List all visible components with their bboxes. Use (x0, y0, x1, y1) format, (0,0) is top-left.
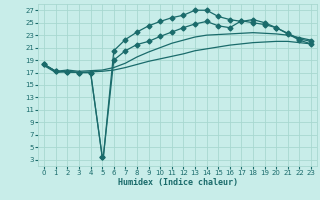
X-axis label: Humidex (Indice chaleur): Humidex (Indice chaleur) (118, 178, 238, 187)
